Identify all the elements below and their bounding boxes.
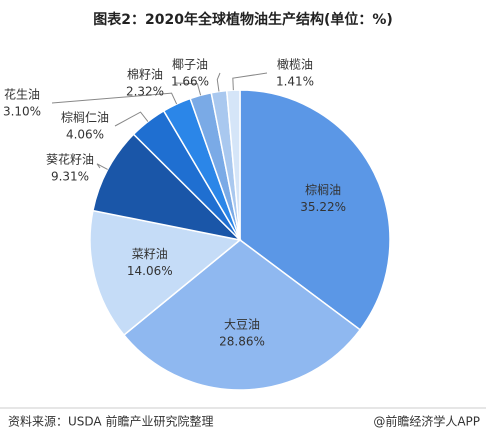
value-label: 28.86% bbox=[219, 334, 265, 348]
leader-line bbox=[51, 92, 178, 105]
slice-label: 菜籽油 bbox=[132, 247, 168, 261]
chart-title: 图表2：2020年全球植物油生产结构(单位：%) bbox=[93, 11, 393, 28]
slice-label: 花生油 bbox=[4, 87, 40, 102]
value-label: 14.06% bbox=[127, 264, 173, 278]
leader-line bbox=[216, 72, 221, 92]
slice-label: 大豆油 bbox=[224, 317, 260, 331]
value-label: 9.31% bbox=[51, 170, 89, 184]
leader-line bbox=[174, 82, 202, 96]
value-label: 2.32% bbox=[126, 85, 164, 99]
slice-label: 棕榈油 bbox=[305, 182, 341, 197]
slice-label: 棕榈仁油 bbox=[61, 110, 109, 125]
slice-label: 棉籽油 bbox=[127, 68, 163, 82]
value-label: 4.06% bbox=[66, 128, 104, 142]
value-label: 3.10% bbox=[3, 105, 41, 119]
value-label: 1.41% bbox=[276, 75, 314, 89]
pie-slice bbox=[122, 239, 362, 391]
credit: @前瞻经济学人APP bbox=[373, 414, 480, 429]
slice-label: 椰子油 bbox=[172, 57, 208, 72]
value-label: 35.22% bbox=[300, 200, 346, 214]
slice-label: 橄榄油 bbox=[277, 57, 313, 72]
leader-line bbox=[232, 72, 268, 91]
slice-label: 葵花籽油 bbox=[46, 152, 94, 167]
pie-slice bbox=[89, 209, 242, 337]
leader-line bbox=[96, 163, 108, 170]
pie-slice bbox=[239, 89, 391, 331]
pie-slice bbox=[92, 133, 243, 242]
source: 资料来源：USDA 前瞻产业研究院整理 bbox=[8, 414, 213, 429]
value-label: 1.66% bbox=[171, 75, 209, 89]
leader-line bbox=[114, 111, 149, 127]
